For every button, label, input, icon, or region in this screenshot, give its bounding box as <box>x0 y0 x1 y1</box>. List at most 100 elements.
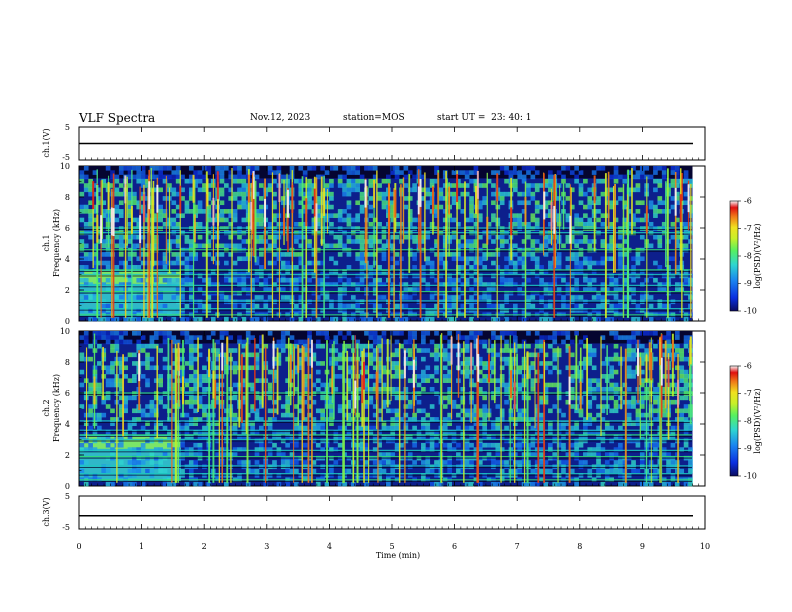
spectrogram-cell <box>530 382 536 388</box>
spectrogram-cell <box>477 356 483 362</box>
spectrogram-cell <box>342 209 347 214</box>
spectrogram-cell <box>118 243 124 249</box>
spectrogram-cell <box>504 299 509 305</box>
spectrogram-cell <box>504 316 509 322</box>
spectrogram-cell <box>83 252 89 257</box>
spectrogram-cell <box>206 213 212 218</box>
spectrogram-cell <box>600 256 606 262</box>
spectrogram-cell <box>88 404 93 409</box>
spectrogram-cell <box>469 316 474 322</box>
spectrogram-cell <box>421 303 426 309</box>
spectrogram-cell <box>250 303 255 309</box>
spectrogram-cell <box>372 365 378 371</box>
spectrogram-cell <box>88 234 93 240</box>
spectrogram-cell <box>79 191 85 197</box>
spectrogram-cell <box>648 481 654 487</box>
spectrogram-cell <box>276 170 282 175</box>
spectrogram-cell <box>390 200 396 206</box>
spectrogram-cell <box>460 386 466 392</box>
spectrogram-cell <box>184 430 190 435</box>
spectrogram-cell <box>368 356 374 362</box>
spectrogram-cell <box>254 166 260 171</box>
spectrogram-cell <box>267 386 273 392</box>
spectrogram-cell <box>280 464 286 470</box>
spectrogram-cell <box>215 339 220 345</box>
spectrogram-cell <box>530 213 536 218</box>
spectrogram-cell <box>180 451 185 457</box>
spectrogram-cell <box>202 174 207 180</box>
spectrogram-cell <box>543 239 549 244</box>
spectrogram-cell <box>407 213 413 218</box>
spectrogram-cell <box>364 331 369 336</box>
spectrogram-cell <box>350 183 356 188</box>
spectrogram-cell <box>232 365 238 371</box>
spectrogram-cell <box>653 331 658 336</box>
spectrogram-cell <box>250 468 255 474</box>
spectrogram-cell <box>543 204 549 210</box>
spectrogram-cell <box>272 213 277 218</box>
spectrogram-cell <box>670 256 676 262</box>
spectrogram-cell <box>259 395 264 401</box>
spectrogram-cell <box>337 239 343 244</box>
spectrogram-cell <box>175 174 181 180</box>
spectrogram-cell <box>499 374 505 379</box>
spectrogram-cell <box>79 404 85 409</box>
spectrogram-cell <box>188 277 194 283</box>
spectrogram-cell <box>276 252 282 257</box>
spectrogram-cell <box>596 430 601 435</box>
spectrogram-cell <box>473 404 479 409</box>
spectrogram-cell <box>661 335 667 340</box>
spectrogram-cell <box>136 417 142 422</box>
spectrogram-cell <box>350 217 356 223</box>
spectrogram-cell <box>337 442 343 448</box>
spectrogram-cell <box>241 183 247 188</box>
spectrogram-cell <box>526 343 531 349</box>
spectrogram-cell <box>543 468 549 474</box>
spectrogram-cell <box>613 343 619 349</box>
spectrogram-cell <box>653 408 658 414</box>
spectrogram-cell <box>88 295 93 300</box>
spectrogram-cell <box>425 200 431 206</box>
spectrogram-cell <box>118 442 124 448</box>
spectrogram-cell <box>407 187 413 193</box>
spectrogram-cell <box>464 335 470 340</box>
spectrogram-cell <box>280 196 286 201</box>
spectrogram-cell <box>329 166 334 171</box>
spectrogram-cell <box>377 468 382 474</box>
spectrogram-cell <box>613 369 619 375</box>
spectrogram-cell <box>666 464 671 470</box>
spectrogram-cell <box>543 460 549 465</box>
spectrogram-cell <box>403 204 409 210</box>
spectrogram-cell <box>289 343 295 349</box>
spectrogram-cell <box>153 187 159 193</box>
spectrogram-cell <box>342 191 347 197</box>
spectrogram-cell <box>105 442 111 448</box>
spectrogram-cell <box>105 234 111 240</box>
spectrogram-cell <box>285 395 290 401</box>
spectrogram-cell <box>153 343 159 349</box>
spectrogram-cell <box>425 331 431 336</box>
spectrogram-cell <box>666 468 671 474</box>
spectrogram-cell <box>587 256 593 262</box>
spectrogram-cell <box>464 356 470 362</box>
spectrogram-cell <box>429 481 435 487</box>
spectrogram-cell <box>499 408 505 414</box>
spectrogram-cell <box>604 191 610 197</box>
spectrogram-cell <box>372 234 378 240</box>
spectrogram-cell <box>539 265 544 270</box>
spectrogram-cell <box>587 412 593 418</box>
spectrogram-cell <box>482 378 488 383</box>
spectrogram-cell <box>377 239 382 244</box>
spectrogram-cell <box>390 243 396 249</box>
spectrogram-cell <box>429 374 435 379</box>
spectrogram-cell <box>609 243 614 249</box>
spectrogram-cell <box>294 265 299 270</box>
spectrogram-cell <box>350 481 356 487</box>
spectrogram-cell <box>180 468 185 474</box>
spectrogram-cell <box>294 286 299 292</box>
spectrogram-cell <box>79 356 85 362</box>
spectrogram-cell <box>578 464 584 470</box>
spectrogram-cell <box>412 234 417 240</box>
spectrogram-cell <box>333 447 339 452</box>
spectrogram-cell <box>298 421 304 427</box>
